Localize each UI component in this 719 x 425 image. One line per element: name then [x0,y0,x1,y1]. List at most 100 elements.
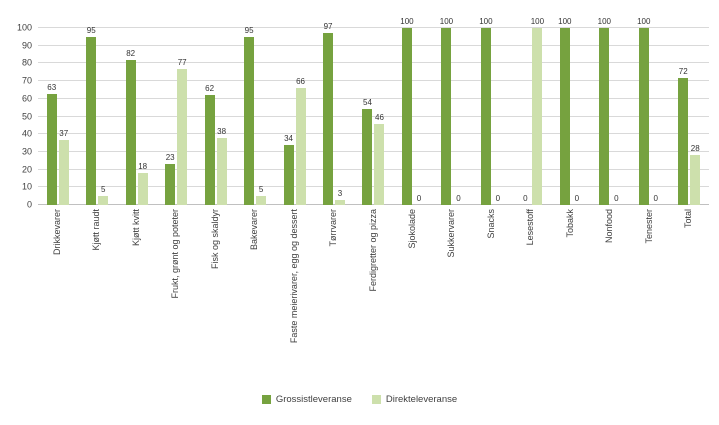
x-category-label: Bakevarer [249,209,260,251]
bar-column: 72 [678,28,689,205]
legend-swatch-icon [371,395,381,404]
x-axis-labels: Drikkevarer Kjøtt raudt Kjøtt kvitt Frukt, … [38,209,709,359]
bar-column: 23 [165,28,176,205]
gridline [38,97,709,99]
bar [599,28,610,205]
bar-group: 72 28 [670,28,709,205]
x-label-cell: Kjøtt raudt [77,209,116,359]
bar-value-label: 100 [637,17,651,26]
legend-item: Grossistleveranse [261,394,352,405]
bar-column: 63 [46,28,57,205]
bar-value-label: 95 [86,25,96,35]
x-label-cell: Kjøtt kvitt [117,209,156,359]
bar-value-label: 5 [258,185,264,195]
x-label-cell: Sjokolade [393,209,432,359]
bar-value-label: 0 [416,194,422,203]
bar-column: 77 [177,28,188,205]
bar-value-label: 0 [523,194,528,203]
bar-group: 82 18 [117,28,156,205]
gridline [38,27,709,28]
bar-group: 62 38 [196,28,235,205]
x-label-cell: Frukt, grønt og poteter [156,209,195,359]
x-category-label: Snacks [485,209,496,239]
bar [323,33,334,205]
bar [559,28,570,205]
bar-group: 100 0 [591,18,630,205]
x-label-cell: Tobakk [551,209,590,359]
bar-column: 28 [690,28,701,205]
y-tick-label: 10 [21,181,32,192]
y-tick-label: 20 [21,164,32,175]
bar-value-label: 0 [495,194,501,203]
y-tick-label: 100 [16,22,32,33]
bar [125,59,136,205]
x-label-cell: Drikkevarer [38,209,77,359]
bar [335,199,346,205]
x-category-label: Faste meierivarer, egg og dessert [288,209,299,344]
gridline [38,133,709,135]
x-label-cell: Lesestoff [512,209,551,359]
x-label-cell: Snacks [472,209,511,359]
bar-group: 97 3 [314,23,353,205]
bar-column: 54 [362,28,373,205]
gridline [38,186,709,188]
bar [98,196,109,205]
bar-column: 5 [98,28,109,205]
bar-value-label: 100 [400,17,414,26]
bar-value-label: 23 [165,153,175,163]
plot-area: 63 37 95 5 82 18 23 77 62 38 95 5 34 66 97 3 54 46 100 0 100… [38,18,709,205]
bar [638,28,649,205]
bar-value-label: 38 [217,126,227,136]
bar-group: 100 0 [472,18,511,205]
x-category-label: Fisk og skaldyr [209,209,220,270]
bar-group: 0 100 [512,18,551,205]
bar [401,28,412,205]
bar-value-label: 0 [653,194,658,203]
gridline [38,150,709,152]
bar [244,36,255,205]
x-category-label: Total [683,209,694,229]
bar-column: 0 [572,28,582,205]
bar-column: 95 [86,25,97,205]
bar-value-label: 0 [614,194,619,203]
bar-column: 0 [520,28,530,205]
bar-value-label: 0 [574,194,580,203]
bar [256,196,267,205]
bar [204,95,215,205]
bar [441,28,452,205]
bar-column: 0 [453,28,463,205]
x-category-label: Sjokolade [407,209,417,249]
bar [480,28,491,205]
bar-column: 38 [216,28,227,205]
x-label-cell: Nonfood [591,209,630,359]
gridline [38,115,709,117]
bar-value-label: 82 [126,48,136,58]
bar-value-label: 100 [439,17,454,26]
bar-column: 100 [637,18,650,205]
bar-column: 100 [531,18,544,205]
bar-column: 100 [400,18,414,205]
bar [362,109,373,205]
bar-value-label: 63 [47,82,57,92]
bar-value-label: 0 [456,194,461,203]
bar [295,88,306,205]
y-tick-label: 0 [26,199,32,210]
bar-column: 100 [440,18,453,205]
bar [165,164,176,205]
x-label-cell: Ferdigretter og pizza [354,209,393,359]
bar [532,28,543,205]
bar-column: 0 [651,28,661,205]
y-tick-label: 80 [21,57,32,68]
bar-group: 63 37 [38,28,77,205]
bar-value-label: 5 [100,185,106,195]
x-category-label: Nonfood [604,209,615,244]
bar-value-label: 3 [337,188,343,198]
bar-column: 100 [598,18,611,205]
bar [86,36,97,205]
x-category-label: Frukt, grønt og poteter [170,209,181,299]
bar-group: 100 0 [393,18,432,205]
x-category-label: Tørrvarer [328,209,339,247]
bar-column: 37 [58,28,69,205]
x-label-cell: Bakevarer [235,209,274,359]
gridline [38,168,709,170]
